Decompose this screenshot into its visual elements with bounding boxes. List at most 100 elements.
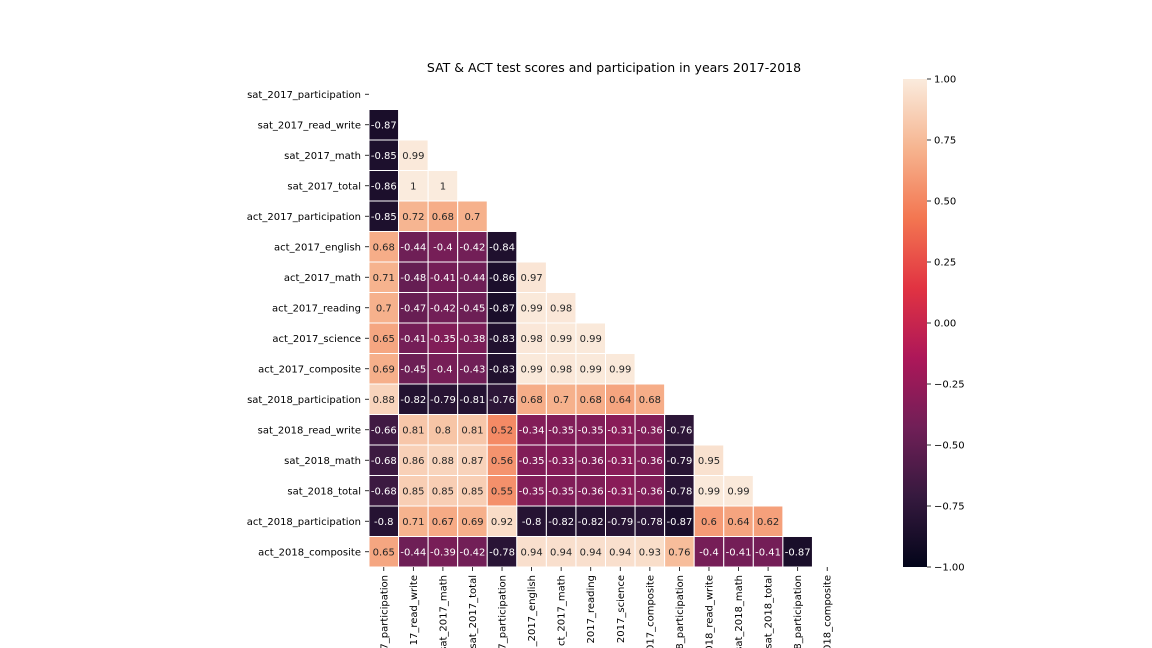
heatmap-cell-value: 0.7 [465,212,481,223]
heatmap-cell-value: 0.76 [668,547,690,558]
heatmap-cell-value: -0.44 [400,547,426,558]
heatmap-cell [516,444,547,476]
x-tick-label: sat_2018_math [734,575,745,648]
colorbar: 1.00 0.75 0.50 0.25 0.00 −0.25 −0.50 −0.75 −1.00 [903,75,965,574]
colorbar-tick-label: −0.25 [934,380,965,391]
y-tick-label: sat_2017_participation [247,90,361,101]
x-tick-label: 17_read_write [409,575,420,645]
heatmap-cell [545,536,577,568]
heatmap-cell [398,231,429,263]
heatmap-cell-value: -0.35 [578,425,604,436]
y-tick-label: act_2017_math [284,273,361,284]
heatmap-cell [516,383,547,415]
heatmap-cell [575,322,606,354]
heatmap-cell-value: 0.68 [580,395,602,406]
heatmap-cell-value: 0.93 [639,547,661,558]
x-tick-label: 017_composite [645,575,656,648]
heatmap-cell-value: -0.68 [371,486,397,497]
x-tick-label: sat_2017_total [468,575,479,648]
heatmap-cell-value: -0.44 [460,273,486,284]
heatmap-cell [398,261,429,293]
heatmap-cell-value: -0.82 [578,517,604,528]
heatmap-cell-value: -0.45 [400,364,426,375]
heatmap-cell-value: -0.36 [637,425,663,436]
heatmap-cell-value: -0.68 [371,456,397,467]
colorbar-tick-label: 1.00 [934,75,956,86]
heatmap-cell-value: 0.64 [727,517,749,528]
heatmap-cell-value: -0.35 [430,334,456,345]
heatmap-cell-value: -0.31 [607,456,633,467]
heatmap-cell [575,505,606,537]
heatmap-cell-value: 0.94 [520,547,542,558]
heatmap-cell-value: -0.82 [548,517,574,528]
heatmap-cell [427,170,459,202]
heatmap-cell [605,444,636,476]
heatmap-cell-value: 0.94 [609,547,631,558]
heatmap-cell-value: -0.39 [430,547,456,558]
heatmap-cell-value: 0.99 [580,334,602,345]
x-tick-label: sat_2017_math [438,575,449,648]
heatmap-cell [457,414,488,446]
heatmap-cell-value: -0.45 [460,303,486,314]
heatmap-cell-value: 0.94 [580,547,602,558]
heatmap-cell-value: -0.78 [489,547,515,558]
heatmap-cell [634,383,666,415]
heatmap-cell-value: 0.99 [402,151,424,162]
heatmap-cell-value: 0.88 [432,456,454,467]
heatmap-cell-value: 0.88 [373,395,395,406]
heatmap-cell [664,444,695,476]
y-tick-label: sat_2018_math [284,456,361,467]
heatmap-cell [427,475,459,507]
colorbar-tick-label: 0.00 [934,319,956,330]
heatmap-cell [427,383,459,415]
heatmap-cell-value: -0.41 [430,273,456,284]
heatmap-cell-value: -0.66 [371,425,397,436]
heatmap-cell [634,444,666,476]
heatmap-cell-value: 0.62 [757,517,779,528]
heatmap-cell-value: -0.86 [489,273,515,284]
heatmap-cell [605,475,636,507]
heatmap-cell-value: -0.87 [371,120,397,131]
heatmap-cell [368,353,400,385]
y-tick-label: sat_2017_read_write [258,121,361,132]
chart-title: SAT & ACT test scores and participation … [427,60,801,75]
heatmap-cell-value: -0.47 [400,303,426,314]
x-tick-label: 7_participation [379,575,390,648]
heatmap-cell-value: 0.99 [580,364,602,375]
heatmap-cell [664,505,695,537]
heatmap-cell [486,536,518,568]
heatmap-cell [457,200,488,232]
heatmap-cell-value: -0.41 [755,547,781,558]
heatmap-cell-value: 0.97 [520,273,542,284]
heatmap-cell-value: -0.31 [607,486,633,497]
heatmap-cell [575,383,606,415]
heatmap-cell [516,414,547,446]
heatmap-cell-value: 0.99 [609,364,631,375]
heatmap-cell [723,475,754,507]
heatmap-cell-value: 0.71 [373,273,395,284]
heatmap-cell-value: -0.43 [460,364,486,375]
colorbar-tick-label: 0.25 [934,258,956,269]
heatmap-cell-value: -0.87 [785,547,811,558]
heatmap-cell [605,353,636,385]
heatmap-cell-value: 0.81 [461,425,483,436]
y-tick-label: sat_2018_participation [247,395,361,406]
x-tick-label: _2017_english [527,575,538,647]
y-tick-label: act_2017_reading [272,304,361,315]
heatmap-cell-value: 0.72 [402,212,424,223]
heatmap-cell-value: 0.56 [491,456,513,467]
heatmap-cell [398,200,429,232]
y-tick-label: sat_2017_total [287,182,361,193]
heatmap-cell-value: -0.34 [519,425,545,436]
heatmap-cell [368,383,400,415]
heatmap-cell-value: -0.78 [637,517,663,528]
heatmap-cell-value: 0.7 [553,395,569,406]
heatmap-cell [664,475,695,507]
heatmap-cell-value: 0.65 [373,547,395,558]
heatmap-cell-value: -0.35 [519,486,545,497]
colorbar-gradient [903,79,927,567]
heatmap-cell [723,505,754,537]
heatmap-cell-value: -0.84 [489,242,515,253]
colorbar-tick-label: 0.50 [934,197,956,208]
